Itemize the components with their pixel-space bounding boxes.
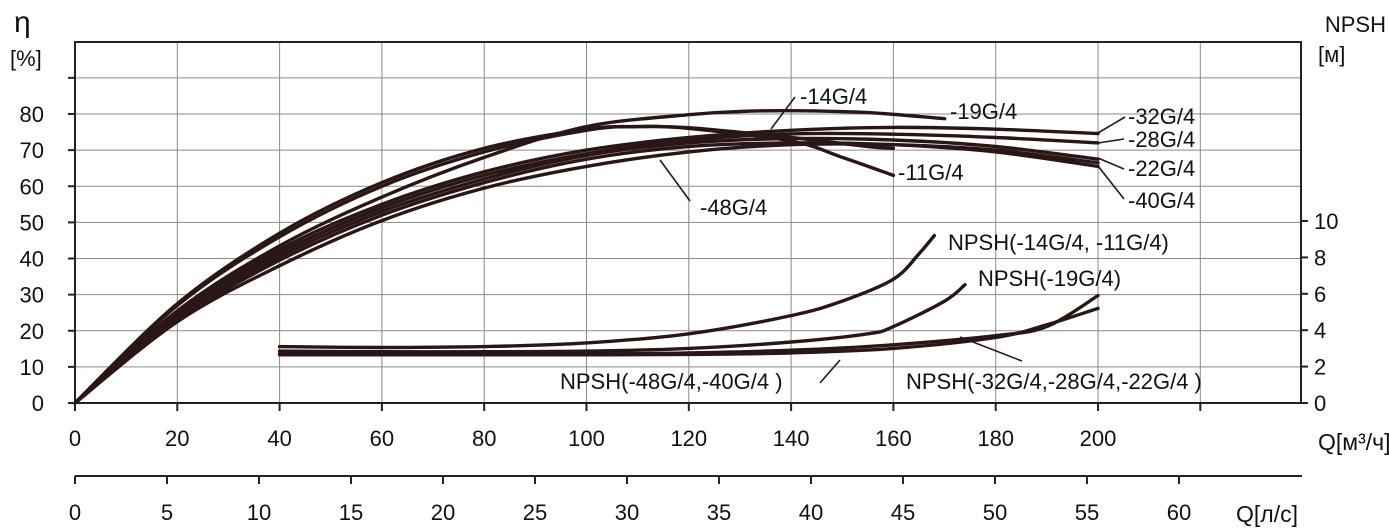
x-top-tick-label: 140 xyxy=(773,426,810,451)
labels: -14G/4 -19G/4 -32G/4-28G/4 -11G/4 -22G/4 -40G… xyxy=(560,84,1202,394)
y-right-tick-label: 2 xyxy=(1314,355,1326,380)
efficiency-curve-19g-4 xyxy=(73,108,947,405)
x-top-tick-label: 0 xyxy=(69,426,81,451)
curves xyxy=(73,108,1100,405)
label-leader-line xyxy=(659,159,691,202)
y-right-tick-label: 4 xyxy=(1314,318,1326,343)
label-leader-line xyxy=(1097,138,1125,144)
y-right-tick-label: 0 xyxy=(1314,391,1326,416)
x-top-tick-label: 160 xyxy=(875,426,912,451)
x-top-tick-label: 40 xyxy=(267,426,291,451)
x-bottom-tick-label: 25 xyxy=(523,500,547,525)
curve-label: NPSH(-19G/4) xyxy=(978,266,1121,291)
x-top-tick-label: 20 xyxy=(165,426,189,451)
x-top-axis-label: Q[м³/ч] xyxy=(1318,429,1389,455)
npsh-curve xyxy=(277,306,1100,357)
y-right-unit: [м] xyxy=(1318,42,1345,67)
x-bottom-tick-label: 45 xyxy=(891,500,915,525)
y-left-tick-label: 0 xyxy=(32,391,44,416)
efficiency-curve-48g-4 xyxy=(73,142,1100,405)
y-left-unit: [%] xyxy=(10,46,42,71)
x-top-tick-label: 180 xyxy=(977,426,1014,451)
x-top-tick-label: 60 xyxy=(370,426,394,451)
curve-label: -32G/4 xyxy=(1128,104,1195,129)
x-bottom-tick-label: 55 xyxy=(1075,500,1099,525)
x-bottom-tick-label: 40 xyxy=(799,500,823,525)
x-bottom-axis-label: Q[л/с] xyxy=(1236,501,1298,527)
efficiency-curve-32g-4 xyxy=(73,125,1100,405)
curve-label: NPSH(-48G/4,-40G/4 ) xyxy=(560,369,783,394)
y-left-tick-label: 40 xyxy=(20,247,44,272)
curve-label: NPSH(-32G/4,-28G/4,-22G/4 ) xyxy=(906,369,1202,394)
y-right-tick-label: 8 xyxy=(1314,245,1326,270)
x-bottom-tick-label: 0 xyxy=(69,500,81,525)
y-left-tick-label: 80 xyxy=(20,102,44,127)
npsh-curve xyxy=(277,233,936,350)
y-right-tick-label: 6 xyxy=(1314,282,1326,307)
x-bottom-tick-label: 5 xyxy=(161,500,173,525)
x-bottom-tick-label: 50 xyxy=(983,500,1007,525)
curve-label: -19G/4 xyxy=(950,99,1017,124)
x-top-tick-label: 120 xyxy=(670,426,707,451)
x-top-tick-label: 200 xyxy=(1080,426,1117,451)
y-left-tick-label: 20 xyxy=(20,319,44,344)
x-bottom-tick-label: 15 xyxy=(339,500,363,525)
x-bottom-tick-label: 35 xyxy=(707,500,731,525)
x-bottom-tick-label: 20 xyxy=(431,500,455,525)
curve-label: -11G/4 xyxy=(898,160,964,185)
label-leader-line xyxy=(1097,157,1125,170)
curve-label: -28G/4 xyxy=(1128,127,1195,152)
y-right-tick-label: 10 xyxy=(1314,209,1338,234)
efficiency-curve-28g-4 xyxy=(73,131,1100,405)
y-left-tick-label: 10 xyxy=(20,355,44,380)
npsh-curve xyxy=(277,283,967,354)
x-bottom-tick-label: 60 xyxy=(1167,500,1191,525)
y-left-tick-label: 30 xyxy=(20,283,44,308)
curve-label: -14G/4 xyxy=(800,84,867,109)
x-top-tick-label: 100 xyxy=(568,426,605,451)
label-leader-line xyxy=(959,336,1023,362)
x-bottom-tick-label: 10 xyxy=(247,500,271,525)
curve-label: -22G/4 xyxy=(1128,156,1195,181)
curve-label: -48G/4 xyxy=(700,195,767,220)
x-bottom-tick-label: 30 xyxy=(615,500,639,525)
y-left-symbol: η xyxy=(14,6,31,39)
efficiency-curve-22g-4 xyxy=(73,136,1100,405)
y-right-symbol: NPSH xyxy=(1325,12,1386,37)
y-left-tick-label: 50 xyxy=(20,210,44,235)
label-leader-line xyxy=(1097,116,1126,134)
y-left-tick-label: 70 xyxy=(20,138,44,163)
label-leader-line xyxy=(770,96,796,130)
label-leader-line xyxy=(1097,165,1125,200)
curve-label: NPSH(-14G/4, -11G/4) xyxy=(948,230,1169,255)
curve-label: -40G/4 xyxy=(1128,188,1195,213)
x-top-tick-label: 80 xyxy=(472,426,496,451)
y-left-tick-label: 60 xyxy=(20,174,44,199)
label-leader-line xyxy=(819,359,841,384)
